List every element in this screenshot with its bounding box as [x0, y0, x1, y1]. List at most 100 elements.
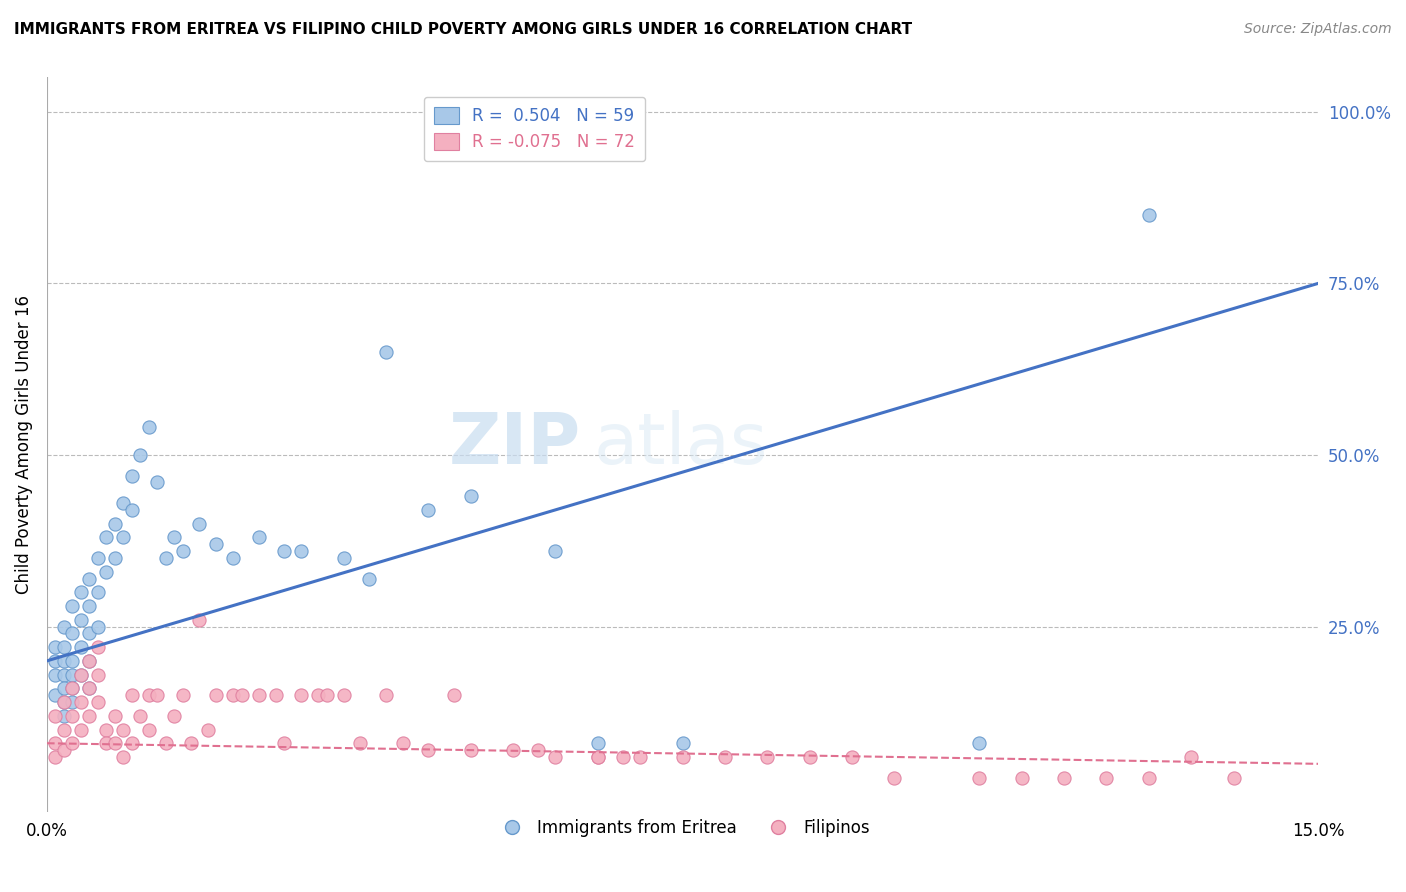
- Point: [60, 736, 83, 750]
- Y-axis label: Child Poverty Among Girls Under 16: Child Poverty Among Girls Under 16: [15, 295, 32, 594]
- Point: [612, 750, 634, 764]
- Point: [527, 743, 550, 757]
- Point: [52, 695, 75, 709]
- Point: [967, 736, 990, 750]
- Point: [146, 475, 169, 490]
- Point: [544, 750, 567, 764]
- Point: [418, 743, 440, 757]
- Point: [87, 667, 110, 681]
- Point: [967, 771, 990, 785]
- Point: [69, 667, 91, 681]
- Point: [841, 750, 863, 764]
- Point: [87, 619, 110, 633]
- Point: [44, 750, 66, 764]
- Point: [671, 750, 693, 764]
- Point: [87, 640, 110, 654]
- Point: [188, 613, 211, 627]
- Point: [349, 736, 371, 750]
- Point: [60, 681, 83, 696]
- Point: [60, 626, 83, 640]
- Point: [799, 750, 821, 764]
- Point: [44, 640, 66, 654]
- Point: [1011, 771, 1033, 785]
- Point: [121, 688, 143, 702]
- Point: [231, 688, 253, 702]
- Point: [44, 708, 66, 723]
- Point: [357, 572, 380, 586]
- Point: [112, 750, 135, 764]
- Point: [96, 723, 118, 737]
- Point: [1053, 771, 1076, 785]
- Text: atlas: atlas: [593, 410, 768, 479]
- Point: [205, 688, 228, 702]
- Point: [77, 572, 100, 586]
- Point: [96, 736, 118, 750]
- Point: [52, 640, 75, 654]
- Point: [197, 723, 219, 737]
- Point: [77, 654, 100, 668]
- Point: [44, 667, 66, 681]
- Point: [60, 599, 83, 613]
- Point: [155, 736, 177, 750]
- Point: [121, 503, 143, 517]
- Point: [315, 688, 337, 702]
- Point: [172, 688, 194, 702]
- Point: [87, 695, 110, 709]
- Point: [586, 750, 609, 764]
- Point: [69, 695, 91, 709]
- Point: [883, 771, 905, 785]
- Point: [418, 503, 440, 517]
- Point: [374, 688, 396, 702]
- Point: [163, 708, 186, 723]
- Point: [332, 550, 354, 565]
- Point: [77, 681, 100, 696]
- Point: [247, 530, 270, 544]
- Point: [87, 585, 110, 599]
- Point: [112, 496, 135, 510]
- Point: [756, 750, 779, 764]
- Point: [146, 688, 169, 702]
- Point: [163, 530, 186, 544]
- Point: [52, 667, 75, 681]
- Point: [104, 516, 127, 531]
- Point: [374, 345, 396, 359]
- Point: [69, 723, 91, 737]
- Point: [332, 688, 354, 702]
- Point: [392, 736, 415, 750]
- Point: [44, 654, 66, 668]
- Point: [628, 750, 651, 764]
- Point: [1180, 750, 1202, 764]
- Point: [290, 688, 312, 702]
- Point: [52, 681, 75, 696]
- Point: [52, 654, 75, 668]
- Point: [60, 667, 83, 681]
- Point: [222, 550, 245, 565]
- Point: [112, 530, 135, 544]
- Point: [52, 743, 75, 757]
- Point: [52, 708, 75, 723]
- Text: IMMIGRANTS FROM ERITREA VS FILIPINO CHILD POVERTY AMONG GIRLS UNDER 16 CORRELATI: IMMIGRANTS FROM ERITREA VS FILIPINO CHIL…: [14, 22, 912, 37]
- Point: [129, 448, 152, 462]
- Point: [205, 537, 228, 551]
- Point: [1222, 771, 1244, 785]
- Point: [290, 544, 312, 558]
- Point: [77, 626, 100, 640]
- Point: [264, 688, 287, 702]
- Point: [77, 681, 100, 696]
- Point: [273, 544, 295, 558]
- Point: [180, 736, 202, 750]
- Point: [714, 750, 737, 764]
- Point: [544, 544, 567, 558]
- Point: [121, 736, 143, 750]
- Point: [172, 544, 194, 558]
- Point: [586, 736, 609, 750]
- Point: [104, 550, 127, 565]
- Point: [155, 550, 177, 565]
- Point: [52, 695, 75, 709]
- Text: Source: ZipAtlas.com: Source: ZipAtlas.com: [1244, 22, 1392, 37]
- Point: [69, 613, 91, 627]
- Point: [77, 654, 100, 668]
- Point: [44, 736, 66, 750]
- Point: [1095, 771, 1118, 785]
- Point: [77, 708, 100, 723]
